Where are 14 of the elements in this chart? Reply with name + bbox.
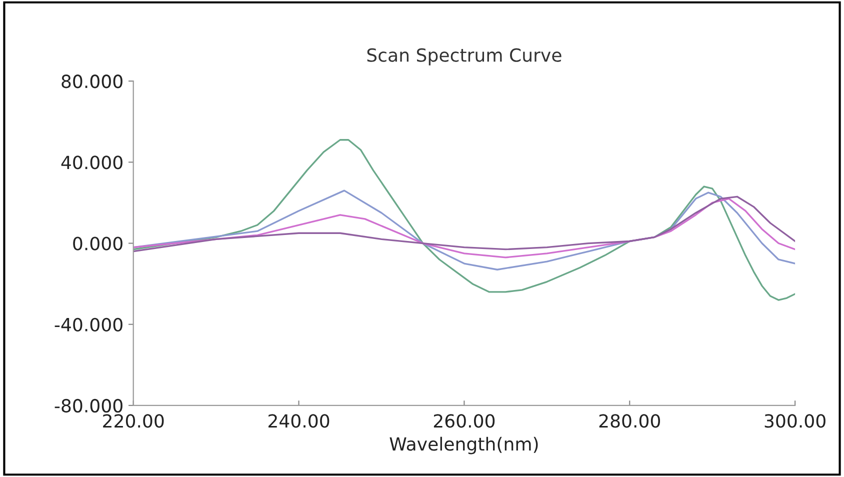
line-series (133, 190, 796, 270)
y-tick-label: 80.000 (62, 74, 122, 88)
y-tick-label: -80.000 (54, 398, 122, 413)
y-tick-label: 0.000 (73, 236, 122, 250)
x-tick-label: 220.00 (103, 414, 164, 428)
chart-title: Scan Spectrum Curve (367, 48, 562, 66)
line-series (133, 139, 796, 301)
x-tick-label: 300.00 (764, 414, 826, 428)
x-axis-title: Wavelength(nm) (390, 436, 538, 454)
y-tick-label: -40.000 (54, 318, 122, 332)
x-tick-label: 280.00 (599, 414, 660, 428)
y-tick-label: 40.000 (61, 156, 122, 170)
x-tick-label: 260.00 (434, 414, 495, 428)
x-tick-label: 240.00 (268, 414, 330, 428)
